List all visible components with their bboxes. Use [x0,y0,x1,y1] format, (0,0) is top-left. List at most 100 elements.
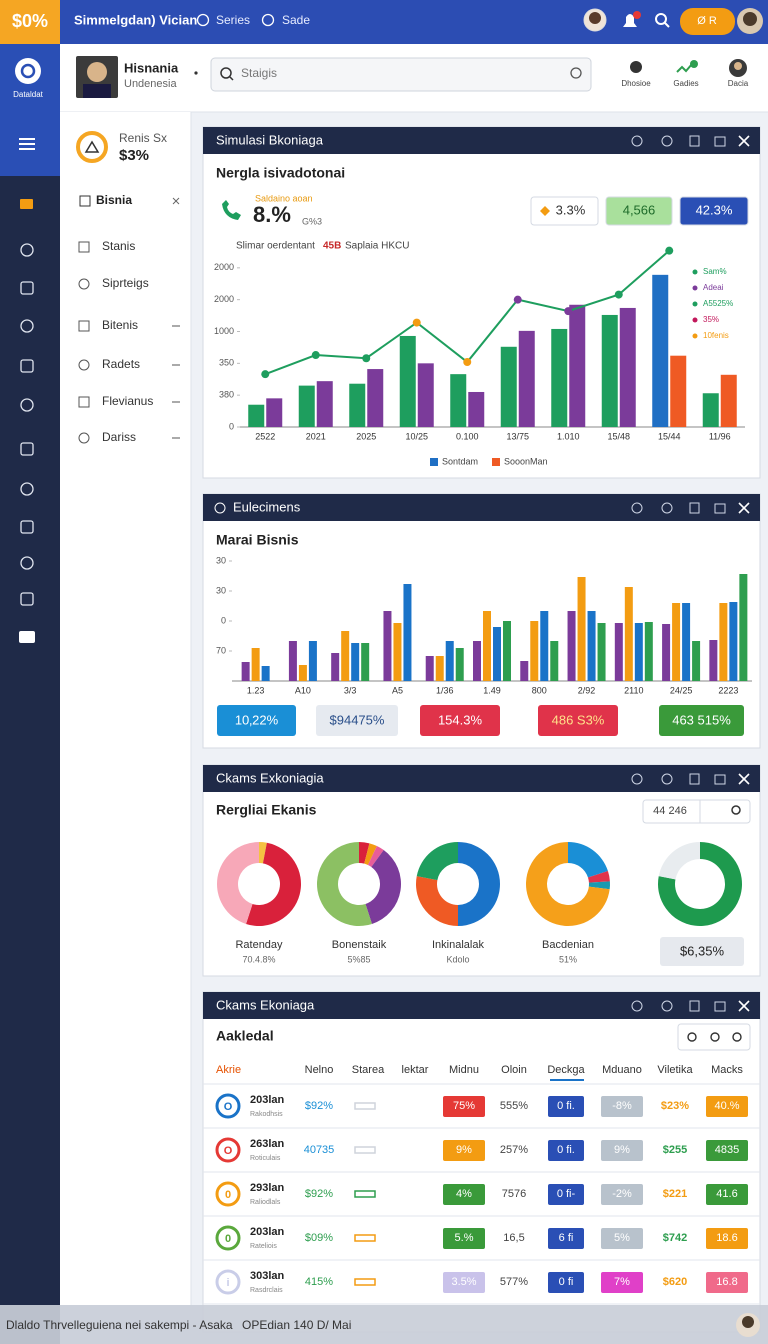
panel-tool [631,135,643,147]
column-header[interactable]: Mduano [602,1064,642,1076]
sidebar-icon [20,199,33,209]
cell: 5% [614,1232,630,1244]
value-box-label: $6,35% [680,943,725,958]
donut-segment [359,842,370,864]
cell: $23% [661,1100,689,1112]
cell: 16.8 [716,1276,737,1288]
donut-segment [568,842,608,878]
cell-badge [706,1272,748,1293]
avatar-suit [83,84,111,98]
y-tick-label: 30 [216,555,226,565]
panel-header [203,494,760,521]
cell-badge [548,1140,584,1161]
panel-tool [689,502,700,514]
cell-badge [706,1140,748,1161]
row-sub: Raliodlals [250,1199,281,1206]
sidebar-icon[interactable] [20,520,34,534]
bar [251,648,260,681]
panel-title: Ckams Ekoniaga [216,997,315,1012]
cell: $255 [663,1144,687,1156]
column-header[interactable]: lektar [402,1064,429,1076]
bell-icon[interactable] [623,14,637,27]
kpi-sub: G%3 [302,216,322,226]
y-tick-label: 1000 [214,326,234,336]
search-box[interactable] [210,57,592,92]
search-placeholder[interactable]: Staigis [241,66,277,80]
column-header[interactable]: Midnu [449,1064,479,1076]
x-tick-label: 2522 [255,431,275,441]
status-bar [354,1190,376,1198]
status-bar [354,1278,376,1286]
chart-subtitle: Marai Bisnis [216,532,299,548]
row-sub: Rateliois [250,1243,277,1250]
nav-icon [78,396,90,408]
bar [503,621,511,681]
section-icon [79,195,91,207]
top-button-label[interactable]: Ø R [697,15,717,27]
nav-link[interactable]: Sade [282,13,310,27]
column-header[interactable]: Deckga [547,1064,585,1076]
cell: 5.% [455,1232,474,1244]
section-title[interactable]: Bisnia [96,193,132,207]
sidebar-icon [20,556,34,570]
y-tick-label: 0 [229,421,234,431]
kpi-badge [679,196,749,226]
bar [361,643,370,681]
toolbar-icon [687,1032,697,1042]
cell-badge [443,1228,485,1249]
sidebar-icon[interactable] [20,592,34,606]
cell-badge [601,1272,643,1293]
column-header[interactable]: Macks [711,1064,743,1076]
nav-item[interactable]: Radets [102,357,140,371]
top-button[interactable] [680,8,735,35]
header-icon-label[interactable]: Dhosioe [621,79,651,88]
chart-subtitle: Rergliai Ekanis [216,802,317,818]
panel-icon [214,502,226,514]
sidebar-icon[interactable] [20,359,34,373]
cell: $742 [663,1232,687,1244]
filter-value[interactable]: 44 246 [653,805,687,817]
value-box [660,937,744,966]
header-icon-label[interactable]: Gadies [673,79,698,88]
bar [739,574,748,681]
column-header[interactable]: Nelno [305,1064,334,1076]
filter-input[interactable] [642,799,751,824]
y-tick-label: 350 [219,358,234,368]
donut-segment [416,876,458,926]
donut-sublabel: 51% [559,954,577,964]
x-tick-label: 15/44 [658,431,681,441]
sidebar-icon[interactable] [20,442,34,456]
phone-icon [222,200,241,220]
bar [662,624,671,681]
link-icon [261,13,275,27]
nav-link[interactable]: Series [216,13,250,27]
nav-item[interactable]: Bitenis [102,318,138,332]
x-tick-label: 2021 [306,431,326,441]
column-header[interactable]: Starea [352,1064,385,1076]
app-title: Simmelgdan) Vician [74,12,197,27]
nav-item[interactable]: Stanis [102,239,135,253]
status-bar [354,1102,376,1110]
bar [349,383,366,427]
panel-tool [689,135,700,147]
sidebar-icon[interactable] [20,281,34,295]
cell-badge [706,1228,748,1249]
cell: 555% [500,1100,528,1112]
cell-badge [706,1184,748,1205]
header-icon [734,62,742,70]
nav-item[interactable]: Siprteigs [102,276,149,290]
line-point [412,318,421,327]
column-header[interactable]: Akrie [216,1064,241,1076]
cell-badge [443,1140,485,1161]
row-sub: Rakodhsis [250,1111,283,1118]
cell-badge [548,1272,584,1293]
column-header[interactable]: Viletika [657,1064,693,1076]
nav-item[interactable]: Dariss [102,430,136,444]
header-icon-label[interactable]: Dacia [728,79,749,88]
nav-item[interactable]: Flevianus [102,394,153,408]
donut-label: Bonenstaik [332,939,387,951]
cell: 16,5 [503,1232,524,1244]
column-header[interactable]: Oloin [501,1064,527,1076]
top-bar [0,0,768,44]
bar [331,653,340,681]
